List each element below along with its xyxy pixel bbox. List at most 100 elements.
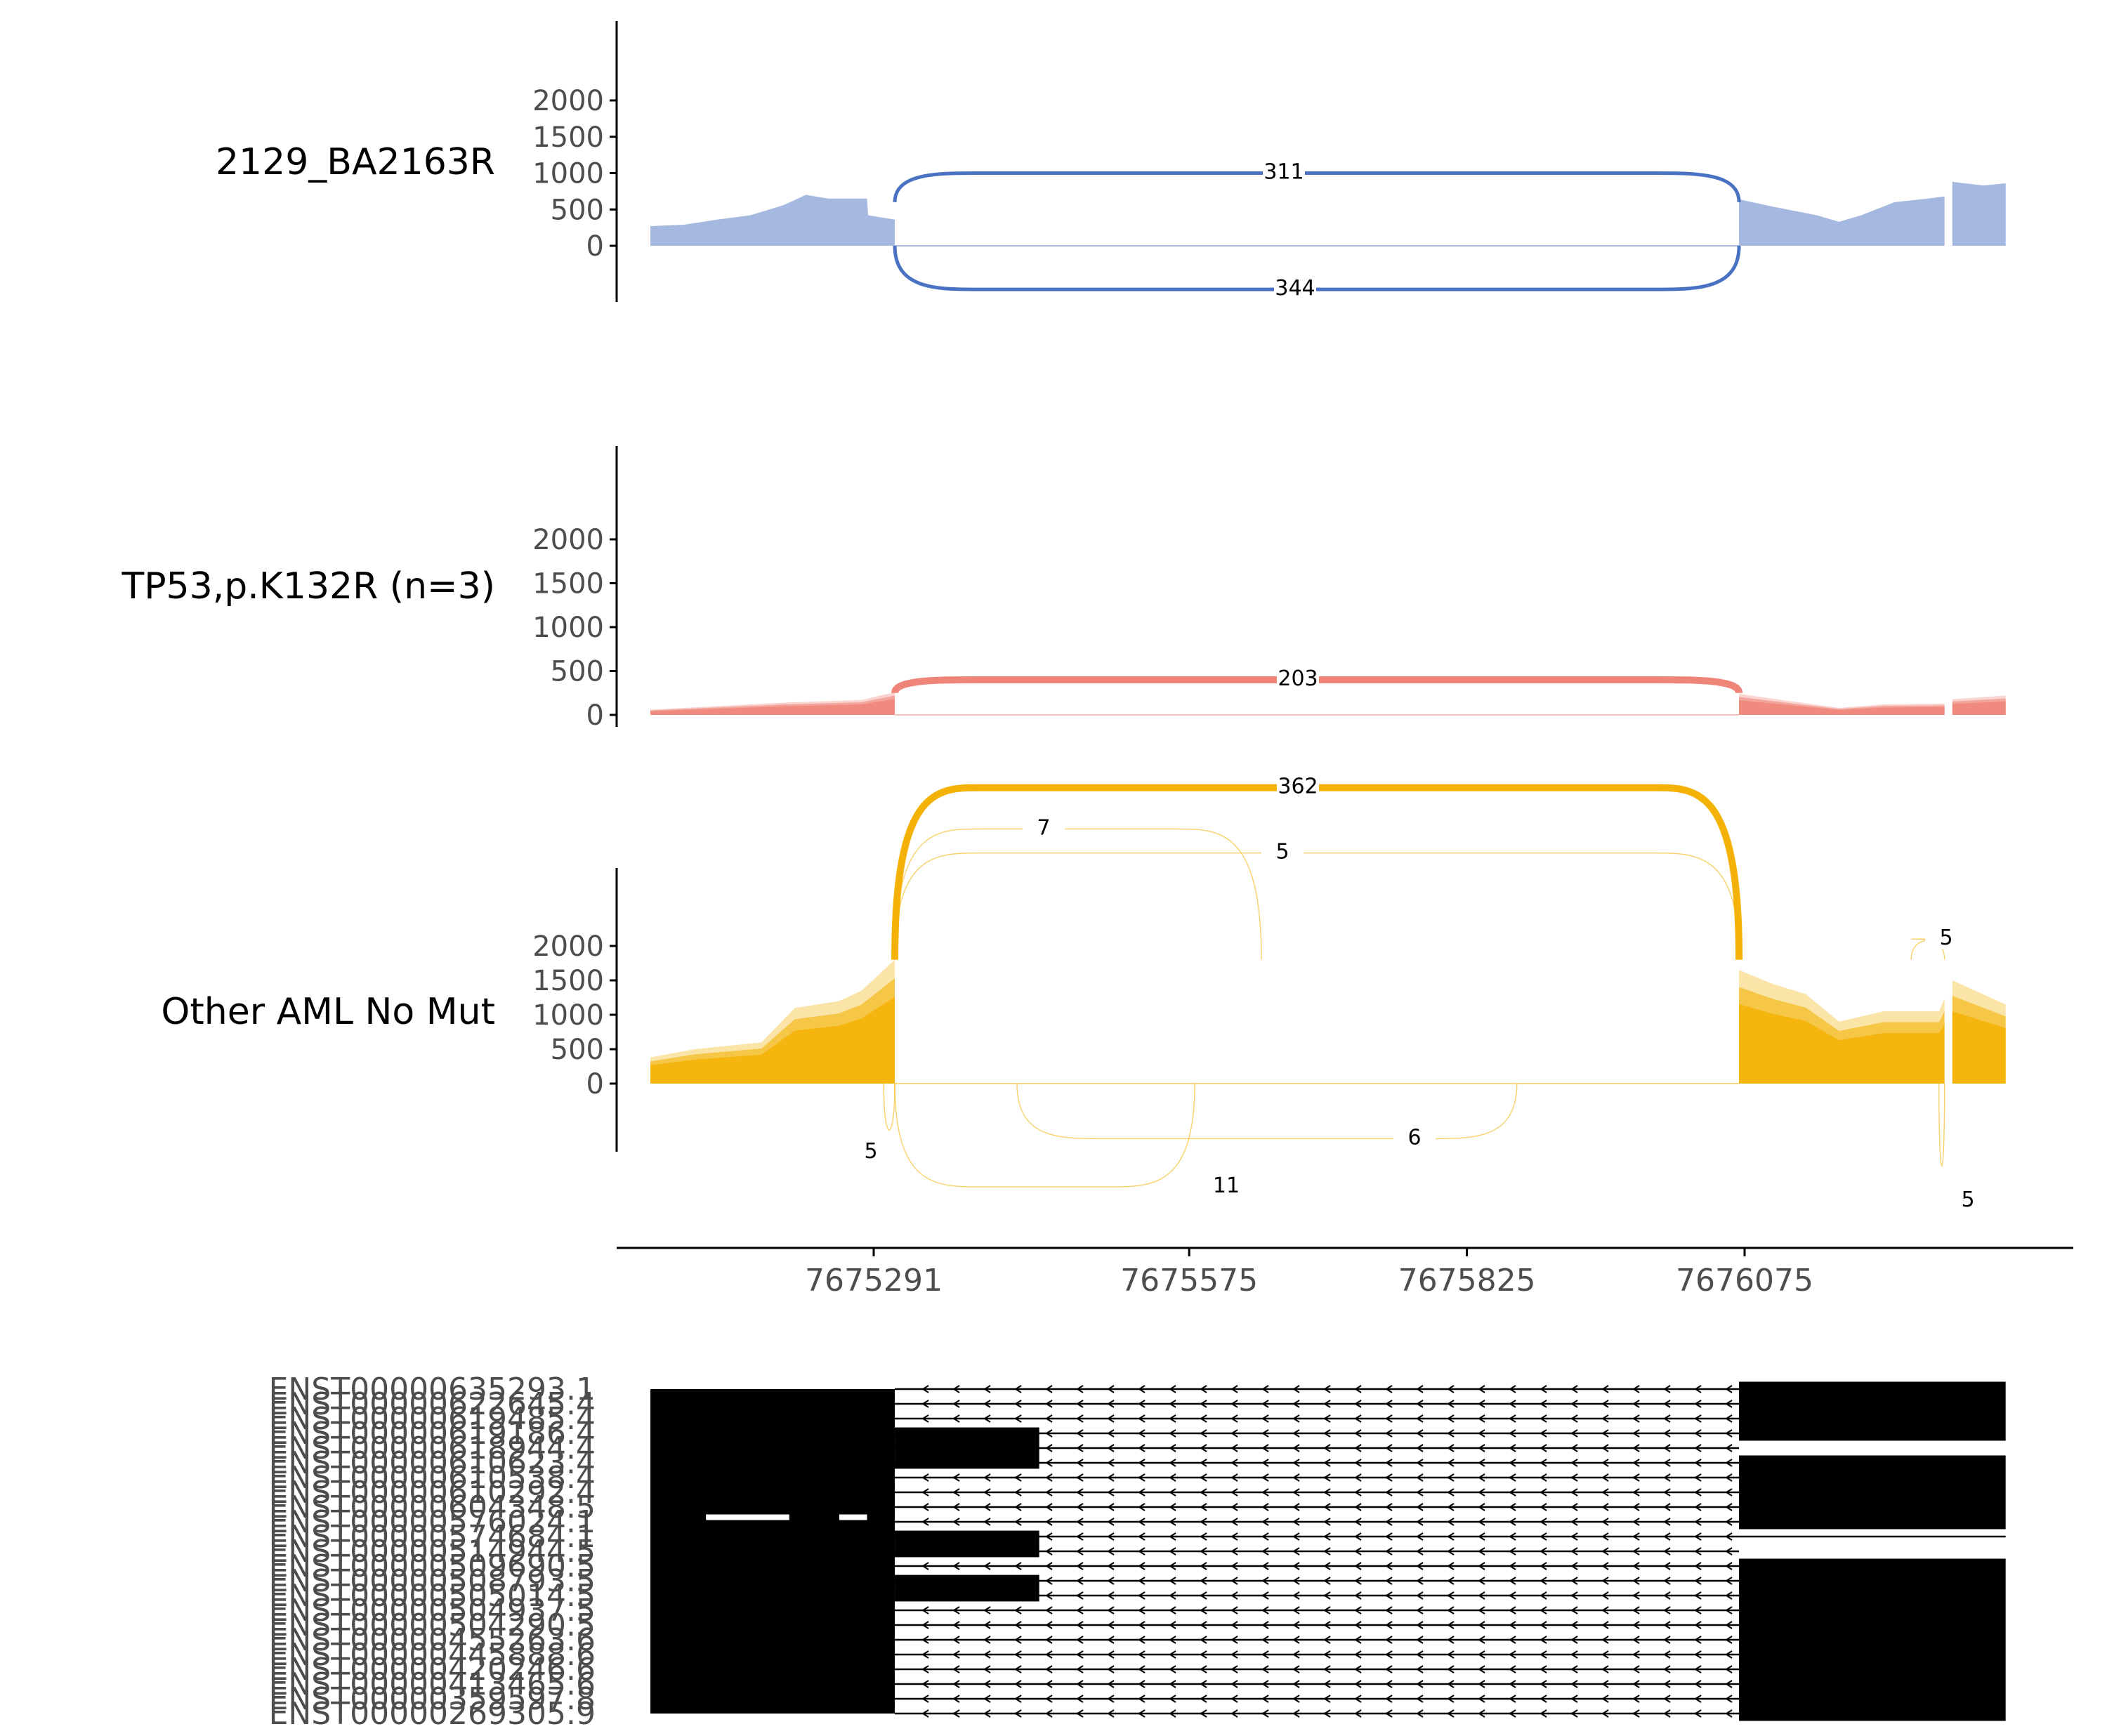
strand-arrow [952, 1709, 960, 1718]
strand-arrow [1570, 1459, 1578, 1467]
strand-arrow [1107, 1473, 1115, 1482]
strand-arrow [1014, 1562, 1022, 1570]
strand-arrow [1354, 1636, 1362, 1644]
strand-arrow [1509, 1621, 1516, 1629]
strand-arrow [1076, 1650, 1084, 1659]
strand-arrow [1385, 1709, 1393, 1718]
strand-arrow [1138, 1591, 1146, 1600]
strand-arrow [1169, 1606, 1176, 1615]
strand-arrow [1354, 1577, 1362, 1585]
junction-label-other-1: 7 [1037, 815, 1050, 840]
strand-arrow [1138, 1695, 1146, 1703]
strand-arrow [1570, 1591, 1578, 1600]
strand-arrow [1385, 1473, 1393, 1482]
strand-arrow [1725, 1695, 1733, 1703]
strand-arrow [1354, 1414, 1362, 1423]
strand-arrow [1447, 1606, 1455, 1615]
strand-arrow [1076, 1591, 1084, 1600]
strand-arrow [1632, 1650, 1640, 1659]
strand-arrow [1200, 1606, 1207, 1615]
strand-arrow [1292, 1444, 1300, 1452]
strand-arrow [1478, 1385, 1485, 1393]
junction-arc-other-7 [1938, 1083, 1945, 1167]
strand-arrow [1416, 1636, 1424, 1644]
strand-arrow [1292, 1577, 1300, 1585]
strand-arrow [1447, 1385, 1455, 1393]
strand-arrow [1138, 1709, 1146, 1718]
strand-arrow [1570, 1473, 1578, 1482]
strand-arrow [1478, 1444, 1485, 1452]
transcript-label-20: ENST00000413465.6 [269, 1666, 596, 1702]
strand-arrow [1663, 1503, 1671, 1511]
strand-arrow [1694, 1577, 1702, 1585]
strand-arrow [1478, 1591, 1485, 1600]
strand-arrow [1540, 1591, 1547, 1600]
strand-arrow [952, 1503, 960, 1511]
strand-arrow [1478, 1503, 1485, 1511]
strand-arrow [1509, 1709, 1516, 1718]
strand-arrow [1663, 1488, 1671, 1497]
strand-arrow [1694, 1444, 1702, 1452]
strand-arrow [1169, 1385, 1176, 1393]
strand-arrow [1045, 1577, 1053, 1585]
strand-arrow [1385, 1400, 1393, 1408]
strand-arrow [1045, 1709, 1053, 1718]
strand-arrow [983, 1488, 991, 1497]
strand-arrow [1540, 1518, 1547, 1526]
strand-arrow [1261, 1518, 1269, 1526]
strand-arrow [1138, 1414, 1146, 1423]
strand-arrow [1076, 1429, 1084, 1438]
junction-arc-other-6 [1016, 1083, 1518, 1140]
strand-arrow [1385, 1680, 1393, 1688]
strand-arrow [952, 1665, 960, 1673]
strand-arrow [1540, 1547, 1547, 1556]
strand-arrow [1632, 1532, 1640, 1541]
strand-arrow [1570, 1709, 1578, 1718]
strand-arrow [1694, 1665, 1702, 1673]
strand-arrow [1478, 1621, 1485, 1629]
strand-arrow [983, 1473, 991, 1482]
strand-arrow [983, 1680, 991, 1688]
strand-arrow [1570, 1532, 1578, 1541]
strand-arrow [1169, 1562, 1176, 1570]
strand-arrow [1261, 1473, 1269, 1482]
strand-arrow [1601, 1636, 1609, 1644]
strand-arrow [921, 1488, 929, 1497]
strand-arrow [1694, 1606, 1702, 1615]
strand-arrow [921, 1400, 929, 1408]
strand-arrow [1292, 1562, 1300, 1570]
strand-arrow [1601, 1503, 1609, 1511]
strand-arrow [1478, 1518, 1485, 1526]
strand-arrow [1076, 1473, 1084, 1482]
strand-arrow [1416, 1562, 1424, 1570]
strand-arrow [1138, 1518, 1146, 1526]
strand-arrow [1354, 1488, 1362, 1497]
junction-label-bg-tp53-0 [1277, 666, 1319, 690]
strand-arrow [1261, 1577, 1269, 1585]
strand-arrow [1200, 1414, 1207, 1423]
strand-arrow [1540, 1414, 1547, 1423]
strand-arrow [1230, 1547, 1238, 1556]
strand-arrow [952, 1488, 960, 1497]
strand-arrow [1200, 1650, 1207, 1659]
strand-arrow [1076, 1547, 1084, 1556]
strand-arrow [1169, 1650, 1176, 1659]
strand-arrow [1725, 1680, 1733, 1688]
strand-arrow [1323, 1665, 1331, 1673]
strand-arrow [1354, 1665, 1362, 1673]
strand-arrow [1632, 1562, 1640, 1570]
strand-arrow [1200, 1429, 1207, 1438]
strand-arrow [1045, 1591, 1053, 1600]
strand-arrow [1725, 1444, 1733, 1452]
strand-arrow [1107, 1665, 1115, 1673]
strand-arrow [1509, 1444, 1516, 1452]
strand-arrow [1138, 1444, 1146, 1452]
junction-label-other-0: 362 [1278, 775, 1318, 799]
strand-arrow [1230, 1695, 1238, 1703]
strand-arrow [983, 1606, 991, 1615]
junction-label-bg-other-7 [1947, 1186, 1989, 1211]
strand-arrow [1478, 1709, 1485, 1718]
transcript-label-21: ENST00000359597.8 [269, 1681, 596, 1717]
strand-arrow [1416, 1650, 1424, 1659]
strand-arrow [1601, 1621, 1609, 1629]
